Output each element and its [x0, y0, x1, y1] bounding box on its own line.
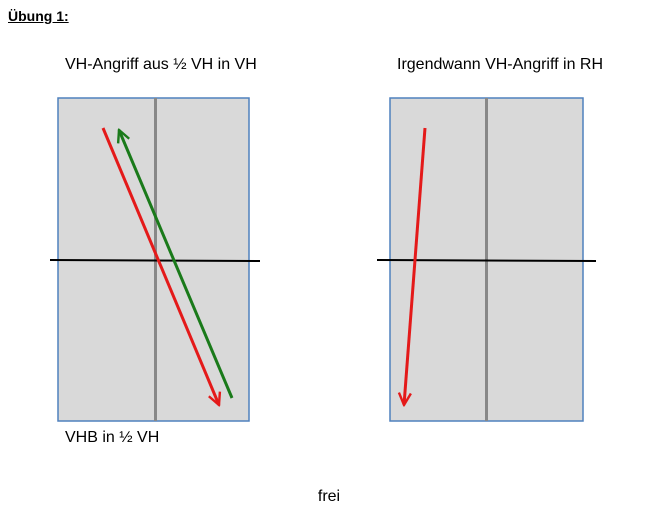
- net: [49, 259, 261, 262]
- footer-label: frei: [317, 488, 341, 505]
- red-arrow: [404, 127, 427, 405]
- bottom-label: VHB in ½ VH: [65, 429, 160, 446]
- exercise-title: Übung 1:: [8, 8, 69, 24]
- net: [376, 259, 597, 262]
- green-arrow: [119, 130, 234, 399]
- red-arrow: [101, 127, 219, 405]
- table-label: VH-Angriff aus ½ VH in VH: [65, 56, 257, 73]
- table-label: Irgendwann VH-Angriff in RH: [397, 56, 604, 73]
- table-left: [49, 97, 261, 422]
- table-right: [376, 97, 597, 422]
